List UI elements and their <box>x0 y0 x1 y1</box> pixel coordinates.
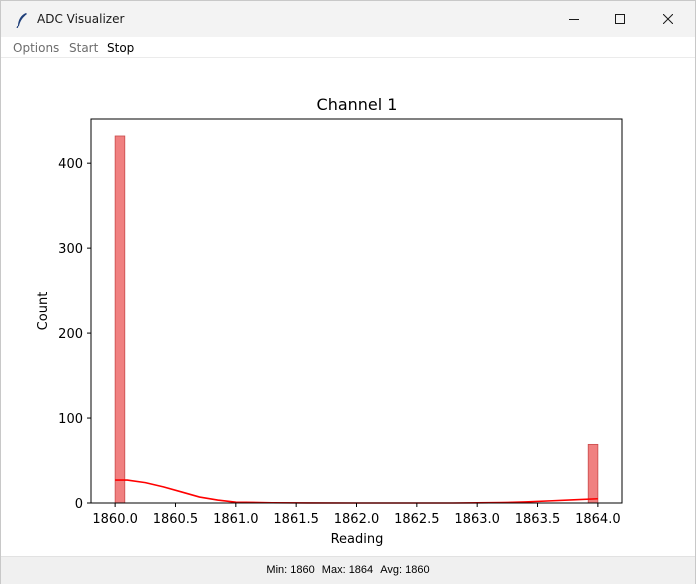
y-tick-label: 100 <box>58 412 83 427</box>
x-tick-label: 1864.0 <box>575 512 621 527</box>
y-axis-label: Count <box>36 292 51 331</box>
close-icon <box>663 14 673 24</box>
menu-start[interactable]: Start <box>69 41 99 55</box>
x-tick-label: 1862.5 <box>394 512 440 527</box>
y-tick-label: 200 <box>58 327 83 342</box>
x-tick-label: 1861.5 <box>273 512 319 527</box>
histogram-chart: Channel 1 1860.0 1860.5 1861.0 1861.5 1862.0… <box>36 95 623 547</box>
menu-bar: Options Start Stop <box>1 37 695 58</box>
kde-line <box>115 479 598 504</box>
status-avg: Avg: 1860 <box>380 564 430 576</box>
x-tick-label: 1863.5 <box>515 512 561 527</box>
status-max: Max: 1864 <box>321 564 374 576</box>
x-tick-label: 1860.0 <box>92 512 138 527</box>
histogram-bar <box>587 443 599 504</box>
maximize-icon <box>615 14 625 24</box>
x-axis-label: Reading <box>331 532 384 547</box>
minimize-button[interactable] <box>551 1 597 37</box>
maximize-button[interactable] <box>597 1 643 37</box>
x-tick-label: 1860.5 <box>153 512 199 527</box>
window-title: ADC Visualizer <box>37 12 125 26</box>
status-bar: Min: 1860 Max: 1864 Avg: 1860 <box>1 556 695 584</box>
x-tick-label: 1861.0 <box>213 512 259 527</box>
close-button[interactable] <box>645 1 691 37</box>
title-bar[interactable]: ADC Visualizer <box>1 1 695 37</box>
y-tick-label: 300 <box>58 242 83 257</box>
chart-title: Channel 1 <box>317 95 398 114</box>
histogram-bar <box>114 135 126 504</box>
axes-frame <box>90 118 623 504</box>
y-tick-label: 0 <box>75 497 83 512</box>
minimize-icon <box>569 19 579 20</box>
menu-stop[interactable]: Stop <box>107 41 135 55</box>
feather-icon <box>16 13 27 28</box>
x-tick-label: 1862.0 <box>334 512 380 527</box>
y-tick-label: 400 <box>58 157 83 172</box>
plot-canvas: Channel 1 1860.0 1860.5 1861.0 1861.5 1862.0… <box>1 58 695 556</box>
status-min: Min: 1860 <box>266 564 315 576</box>
menu-options[interactable]: Options <box>13 41 60 55</box>
x-tick-label: 1863.0 <box>454 512 500 527</box>
